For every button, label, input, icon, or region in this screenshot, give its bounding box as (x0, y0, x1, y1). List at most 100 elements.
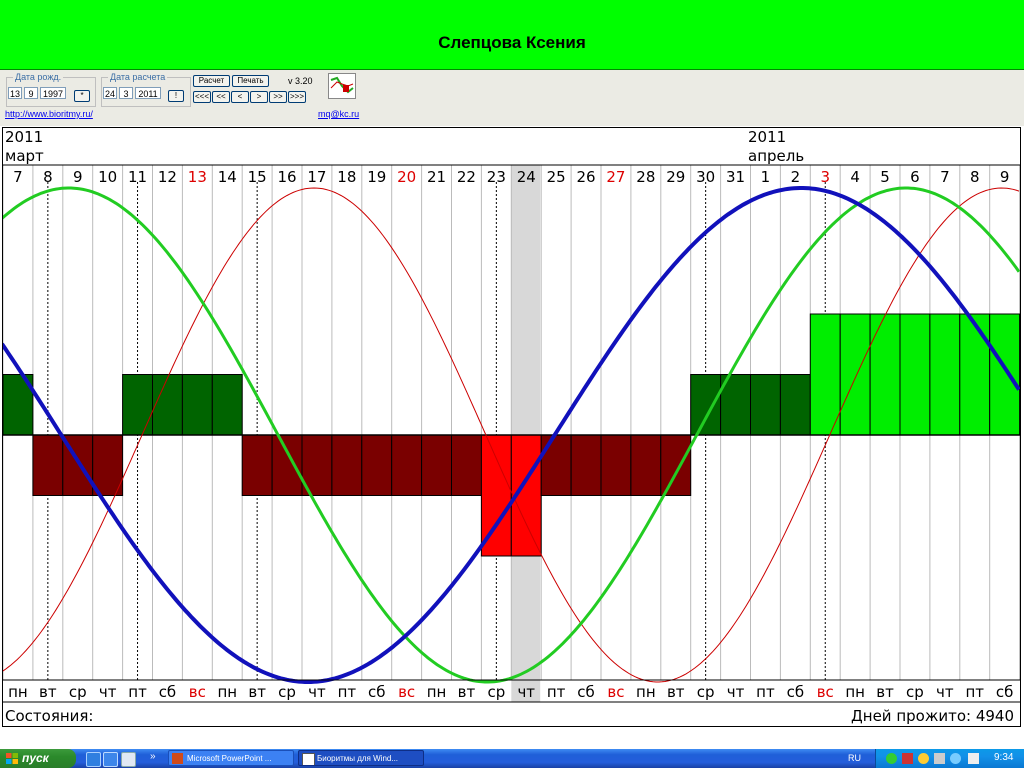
weekday-label: пт (128, 683, 147, 701)
quicklaunch-browser-icon[interactable] (103, 752, 118, 767)
weekday-label: вт (39, 683, 57, 701)
state-bar (540, 434, 572, 496)
day-number-label: 7 (940, 168, 950, 186)
person-name: Слепцова Ксения (438, 33, 586, 52)
tray-network-icon[interactable] (918, 753, 929, 764)
legend-separator: , (232, 725, 242, 727)
calc-date-group: Дата расчета (101, 72, 191, 107)
day-number-label: 28 (636, 168, 655, 186)
weekday-label: пн (427, 683, 447, 701)
state-bar (271, 434, 303, 496)
day-number-label: 21 (427, 168, 446, 186)
day-number-label: 2 (791, 168, 801, 186)
state-bar (570, 434, 602, 496)
day-number-label: 1 (761, 168, 771, 186)
nav-next-week-button[interactable]: >> (269, 91, 287, 103)
state-title: Состояния: (5, 707, 93, 725)
nav-prev-button[interactable]: < (231, 91, 249, 103)
years-lived: Лет прожито: 13 (881, 725, 1014, 727)
day-number-label: 26 (577, 168, 596, 186)
quicklaunch-desktop-icon[interactable] (121, 752, 136, 767)
weekday-label: пн (636, 683, 656, 701)
nav-next-button[interactable]: > (250, 91, 268, 103)
weekday-label: сб (368, 683, 386, 701)
biorhythm-logo-icon[interactable] (328, 73, 356, 99)
state-bar (959, 313, 991, 436)
controls-panel: Дата рожд. 13 9 1997 * Дата расчета 24 3… (0, 70, 1024, 126)
site-link[interactable]: http://www.bioritmy.ru/ (5, 109, 93, 119)
language-indicator[interactable]: RU (848, 753, 861, 763)
day-number-label: 10 (98, 168, 117, 186)
weekday-label: сб (159, 683, 177, 701)
legend-emotional: эмоциональное (109, 725, 233, 727)
task-biorhythms[interactable]: Биоритмы для Wind... (298, 750, 424, 766)
day-number-label: 17 (307, 168, 326, 186)
state-bar (451, 434, 482, 496)
weekday-label: вс (189, 683, 206, 701)
legend-physical: физическое (5, 725, 99, 727)
birth-day-field[interactable]: 13 (8, 87, 22, 99)
day-number-label: 14 (218, 168, 237, 186)
state-bar (122, 374, 153, 436)
day-number-label: 16 (278, 168, 297, 186)
state-bar (331, 434, 363, 496)
start-button[interactable]: пуск (0, 749, 76, 768)
weekday-label: вс (398, 683, 415, 701)
weekday-label: пт (756, 683, 775, 701)
tray-update-icon[interactable] (950, 753, 961, 764)
state-bar (152, 374, 183, 436)
tray-misc-icon[interactable] (968, 753, 979, 764)
weekday-label: ср (69, 683, 87, 701)
day-number-label: 18 (337, 168, 356, 186)
selected-day-column[interactable] (511, 165, 541, 702)
weekday-label: пн (8, 683, 28, 701)
calculate-button[interactable]: Расчет (193, 75, 230, 87)
calc-date-button[interactable]: ! (168, 90, 184, 102)
day-number-label: 9 (73, 168, 83, 186)
day-number-label: 8 (970, 168, 980, 186)
state-bar (361, 434, 393, 496)
nav-prev-week-button[interactable]: << (212, 91, 230, 103)
weekday-label: вс (817, 683, 834, 701)
birth-date-button[interactable]: * (74, 90, 90, 102)
state-bar (181, 374, 213, 436)
weekday-label: пт (547, 683, 566, 701)
day-number-label: 29 (666, 168, 685, 186)
powerpoint-icon (172, 753, 183, 764)
weekday-label: вс (607, 683, 624, 701)
birth-year-field[interactable]: 1997 (40, 87, 66, 99)
quicklaunch-more-icon[interactable]: » (150, 751, 156, 762)
email-link[interactable]: mq@kc.ru (318, 109, 360, 119)
day-number-label: 31 (726, 168, 745, 186)
state-bar (989, 313, 1021, 436)
day-number-label: 30 (696, 168, 715, 186)
calc-day-field[interactable]: 24 (103, 87, 117, 99)
task-powerpoint[interactable]: Microsoft PowerPoint ... (168, 750, 294, 766)
tray-app-icon[interactable] (886, 753, 897, 764)
tray-volume-icon[interactable] (934, 753, 945, 764)
day-number-label: 5 (880, 168, 890, 186)
nav-first-button[interactable]: <<< (193, 91, 211, 103)
birth-month-field[interactable]: 9 (24, 87, 38, 99)
weekday-label: ср (487, 683, 505, 701)
nav-last-button[interactable]: >>> (288, 91, 306, 103)
legend-separator: , (99, 725, 109, 727)
weekday-label: сб (577, 683, 595, 701)
quicklaunch-ie-icon[interactable] (86, 752, 101, 767)
calc-year-field[interactable]: 2011 (135, 87, 161, 99)
day-number-label: 12 (158, 168, 177, 186)
month-left-label: март (5, 147, 44, 165)
task-biorhythms-label: Биоритмы для Wind... (317, 754, 399, 763)
day-number-label: 8 (43, 168, 53, 186)
biorhythm-curve-emotional (2, 186, 1021, 684)
tray-security-icon[interactable] (902, 753, 913, 764)
weekday-label: ср (906, 683, 924, 701)
windows-logo-icon (6, 753, 18, 764)
weekday-label: сб (996, 683, 1014, 701)
version-label: v 3.20 (288, 76, 313, 86)
print-button[interactable]: Печать (232, 75, 269, 87)
day-number-label: 24 (517, 168, 536, 186)
days-lived: Дней прожито: 4940 (851, 707, 1014, 725)
calc-month-field[interactable]: 3 (119, 87, 133, 99)
